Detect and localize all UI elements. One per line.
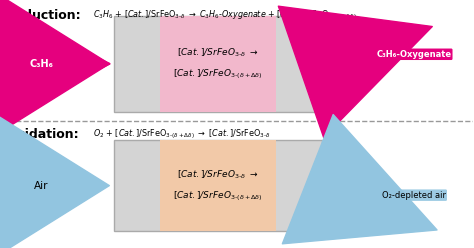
Text: O₂-depleted air: O₂-depleted air [382, 191, 446, 200]
Text: $\it{[Cat.]}$/SrFeO$_{3\text{-}(\delta+\Delta\delta)}$: $\it{[Cat.]}$/SrFeO$_{3\text{-}(\delta+\… [173, 68, 263, 82]
Text: Oxidation:: Oxidation: [6, 128, 79, 141]
Text: C₃H₆: C₃H₆ [29, 59, 54, 69]
Text: Reduction:: Reduction: [6, 9, 82, 22]
Text: C₃H₆-Oxygenate: C₃H₆-Oxygenate [376, 50, 451, 59]
Text: $\it{[Cat.]}$/SrFeO$_{3\text{-}\delta}$ $\rightarrow$: $\it{[Cat.]}$/SrFeO$_{3\text{-}\delta}$ … [177, 169, 259, 181]
Text: $\it{[Cat.]}$/SrFeO$_{3\text{-}(\delta+\Delta\delta)}$: $\it{[Cat.]}$/SrFeO$_{3\text{-}(\delta+\… [173, 189, 263, 203]
Text: $O_2$ + $\it{[Cat.]}$/SrFeO$_{3\text{-}(\delta+\Delta\delta)}$ $\rightarrow$ $\i: $O_2$ + $\it{[Cat.]}$/SrFeO$_{3\text{-}(… [93, 127, 271, 141]
Text: Air: Air [34, 181, 49, 191]
Bar [160, 16, 276, 112]
Text: $C_3H_6$ + $\it{[Cat.]}$/SrFeO$_{3\text{-}\delta}$ $\rightarrow$ $C_3H_6$-$\it{O: $C_3H_6$ + $\it{[Cat.]}$/SrFeO$_{3\text{… [93, 8, 357, 22]
Text: $\it{[Cat.]}$/SrFeO$_{3\text{-}\delta}$ $\rightarrow$: $\it{[Cat.]}$/SrFeO$_{3\text{-}\delta}$ … [177, 47, 259, 59]
Bar [160, 140, 276, 231]
Bar [115, 16, 322, 112]
Bar [115, 140, 322, 231]
